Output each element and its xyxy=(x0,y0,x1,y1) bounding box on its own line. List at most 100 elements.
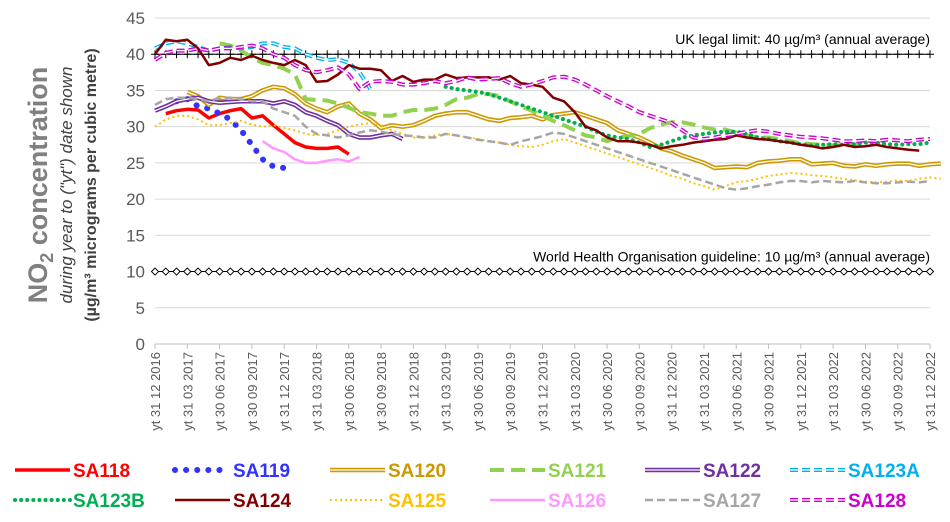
reference-marker xyxy=(204,50,213,59)
legend-item-sa127: SA127 xyxy=(645,491,761,512)
x-tick-label: yt 31 12 2019 xyxy=(536,352,551,431)
reference-marker xyxy=(592,50,601,59)
reference-marker xyxy=(742,267,752,276)
reference-marker xyxy=(204,267,214,276)
reference-marker xyxy=(915,50,924,59)
reference-marker xyxy=(290,267,300,276)
reference-marker xyxy=(882,267,892,276)
reference-marker xyxy=(161,267,170,276)
axis-labels: 0 5 10 15 20 25 30 35 40 45 yt 31 12 2016 yt 31 03 … xyxy=(23,9,938,431)
legend-item-sa123b: SA123B xyxy=(13,491,145,512)
y-axis-subtitle: during year to ("yt") date shown xyxy=(57,67,76,304)
legend-item-sa126: SA126 xyxy=(490,491,606,512)
reference-marker xyxy=(732,267,741,276)
reference-marker xyxy=(915,267,924,276)
reference-marker xyxy=(215,50,224,59)
reference-marker xyxy=(829,50,838,59)
reference-marker xyxy=(527,267,536,276)
reference-marker xyxy=(506,50,515,59)
reference-marker xyxy=(527,50,536,59)
reference-marker xyxy=(516,50,525,59)
legend-label: SA123A xyxy=(848,461,920,482)
x-tick-label: yt 30 09 2022 xyxy=(891,352,906,431)
reference-marker xyxy=(850,50,859,59)
legend-label: SA120 xyxy=(388,461,446,482)
x-tick-label: yt 30 06 2018 xyxy=(342,352,357,431)
reference-marker xyxy=(839,267,849,276)
reference-label: World Health Organisation guideline: 10 … xyxy=(533,249,930,265)
reference-marker xyxy=(592,267,601,276)
reference-marker xyxy=(301,267,310,276)
reference-marker xyxy=(796,267,806,276)
series-sa121 xyxy=(219,41,866,148)
y-tick-label: 10 xyxy=(126,263,145,282)
reference-marker xyxy=(452,50,461,59)
y-tick-label: 0 xyxy=(136,335,145,354)
reference-marker xyxy=(172,50,181,59)
series-sa128 xyxy=(153,43,931,144)
series-line xyxy=(219,41,866,148)
reference-marker xyxy=(871,267,881,276)
reference-marker xyxy=(258,50,267,59)
reference-marker xyxy=(785,267,795,276)
reference-marker xyxy=(861,267,870,276)
reference-marker xyxy=(506,267,515,276)
reference-marker xyxy=(613,267,623,276)
reference-marker xyxy=(570,267,579,276)
reference-marker xyxy=(818,50,827,59)
legend-item-sa118: SA118 xyxy=(15,461,130,482)
reference-marker xyxy=(818,267,827,276)
reference-marker xyxy=(290,50,299,59)
series-line xyxy=(153,38,920,152)
reference-marker xyxy=(441,50,450,59)
series-line-inner xyxy=(187,86,941,169)
legend-item-sa128: SA128 xyxy=(790,491,906,512)
legend-label: SA128 xyxy=(848,491,906,512)
x-tick-label: yt 31 03 2022 xyxy=(826,352,841,431)
reference-marker xyxy=(581,50,590,59)
reference-marker xyxy=(699,50,708,59)
reference-marker xyxy=(495,267,504,276)
reference-marker xyxy=(635,50,644,59)
reference-marker xyxy=(699,267,709,276)
reference-marker xyxy=(366,267,375,276)
reference-marker xyxy=(764,50,773,59)
reference-marker xyxy=(398,267,407,276)
series-sa127 xyxy=(154,96,931,191)
reference-marker xyxy=(786,50,795,59)
legend-label: SA124 xyxy=(233,491,292,512)
legend-label: SA123B xyxy=(73,491,145,512)
reference-marker xyxy=(732,50,741,59)
x-tick-label: yt 31 03 2021 xyxy=(697,352,712,431)
reference-marker xyxy=(796,50,805,59)
x-tick-label: yt 30 09 2019 xyxy=(503,352,518,431)
reference-marker xyxy=(872,50,881,59)
legend-label: SA118 xyxy=(73,461,130,482)
reference-marker xyxy=(538,50,547,59)
reference-marker xyxy=(150,267,160,276)
reference-marker xyxy=(333,267,343,276)
reference-marker xyxy=(312,50,321,59)
reference-marker xyxy=(377,50,386,59)
x-tick-label: yt 31 12 2021 xyxy=(794,352,809,431)
reference-marker xyxy=(226,267,235,276)
reference-marker xyxy=(839,50,848,59)
legend-label: SA121 xyxy=(548,461,607,482)
reference-marker xyxy=(441,267,450,276)
series-line xyxy=(154,96,931,191)
reference-marker xyxy=(247,267,257,276)
legend-label: SA122 xyxy=(703,461,761,482)
reference-marker xyxy=(323,267,332,276)
series-sa123a xyxy=(154,39,372,91)
reference-label: UK legal limit: 40 µg/m³ (annual average… xyxy=(675,31,930,47)
reference-marker xyxy=(775,50,784,59)
reference-marker xyxy=(850,267,859,276)
reference-marker xyxy=(678,267,687,276)
reference-marker xyxy=(484,267,493,276)
reference-marker xyxy=(667,50,676,59)
reference-marker xyxy=(904,50,913,59)
x-tick-label: yt 30 06 2020 xyxy=(600,352,615,431)
reference-marker xyxy=(667,267,676,276)
reference-marker xyxy=(688,267,698,276)
